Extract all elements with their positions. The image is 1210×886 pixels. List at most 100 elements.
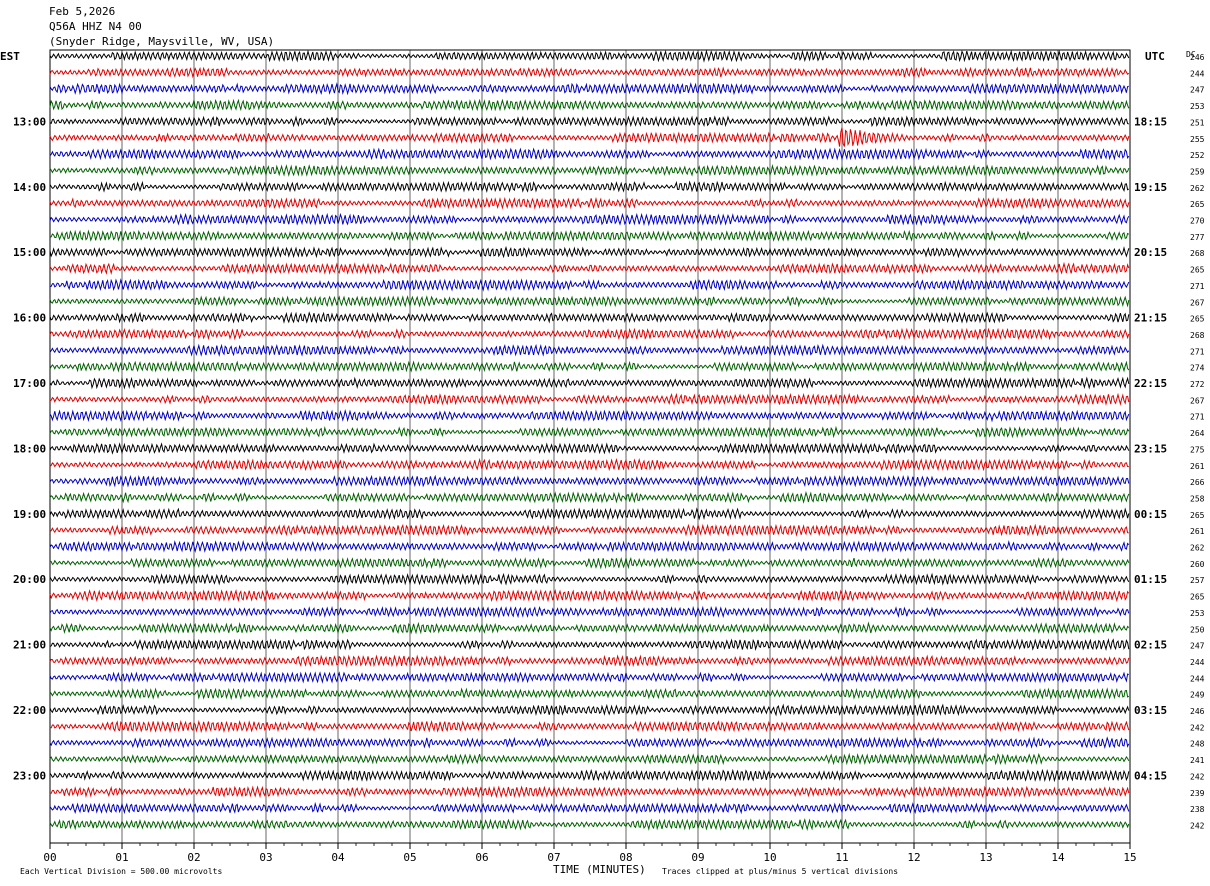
x-tick-label-03: 03 bbox=[259, 851, 272, 864]
dc-offset-label: 271 bbox=[1190, 413, 1205, 422]
dc-offset-label: 244 bbox=[1190, 658, 1205, 667]
x-axis-title: TIME (MINUTES) bbox=[553, 863, 646, 876]
dc-offset-label: 264 bbox=[1190, 429, 1205, 438]
right-timezone-label: UTC bbox=[1145, 50, 1165, 63]
right-hour-label: 01:15 bbox=[1134, 573, 1167, 586]
seismic-trace-44 bbox=[49, 752, 1130, 766]
x-tick-label-13: 13 bbox=[979, 851, 992, 864]
dc-offset-label: 267 bbox=[1190, 298, 1205, 307]
right-hour-label: 03:15 bbox=[1134, 704, 1167, 717]
seismic-trace-12 bbox=[49, 229, 1130, 242]
dc-offset-label: 271 bbox=[1190, 282, 1205, 291]
seismic-trace-17 bbox=[49, 311, 1130, 324]
seismic-trace-15 bbox=[49, 278, 1130, 292]
dc-offset-label: 261 bbox=[1190, 527, 1205, 536]
right-hour-label: 23:15 bbox=[1134, 442, 1167, 455]
dc-offset-label: 265 bbox=[1190, 511, 1205, 520]
seismic-trace-47 bbox=[49, 801, 1130, 815]
dc-offset-label: 271 bbox=[1190, 347, 1205, 356]
dc-offset-label: 251 bbox=[1190, 118, 1205, 127]
x-tick-label-09: 09 bbox=[691, 851, 704, 864]
seismic-trace-1 bbox=[49, 49, 1130, 63]
dc-offset-label: 247 bbox=[1190, 86, 1205, 95]
dc-offset-label: 275 bbox=[1190, 445, 1205, 454]
x-tick-label-05: 05 bbox=[403, 851, 416, 864]
dc-offset-label: 242 bbox=[1190, 772, 1205, 781]
seismic-trace-6 bbox=[49, 127, 1130, 147]
scale-note: Each Vertical Division = 500.00 microvol… bbox=[20, 867, 223, 876]
seismic-trace-48 bbox=[49, 818, 1130, 831]
left-hour-label: 22:00 bbox=[13, 704, 46, 717]
seismic-trace-5 bbox=[49, 115, 1130, 128]
left-hour-label: 23:00 bbox=[13, 769, 46, 782]
header-station: Q56A HHZ N4 00 bbox=[49, 20, 142, 33]
x-tick-label-10: 10 bbox=[763, 851, 776, 864]
seismic-trace-18 bbox=[49, 327, 1130, 341]
dc-offset-label: 249 bbox=[1190, 691, 1205, 700]
seismic-trace-29 bbox=[49, 507, 1130, 521]
x-tick-label-04: 04 bbox=[331, 851, 345, 864]
dc-offset-label: 260 bbox=[1190, 560, 1205, 569]
seismic-trace-20 bbox=[49, 360, 1130, 373]
dc-offset-label: 267 bbox=[1190, 396, 1205, 405]
dc-offset-label: 244 bbox=[1190, 69, 1205, 78]
seismic-trace-46 bbox=[49, 785, 1130, 799]
dc-label: DC bbox=[1186, 50, 1196, 59]
seismic-trace-16 bbox=[49, 295, 1130, 308]
dc-offset-label: 246 bbox=[1190, 53, 1205, 62]
seismic-trace-9 bbox=[49, 180, 1130, 194]
seismic-trace-34 bbox=[49, 588, 1130, 603]
dc-offset-label: 265 bbox=[1190, 593, 1205, 602]
x-tick-label-12: 12 bbox=[907, 851, 920, 864]
seismic-trace-36 bbox=[49, 621, 1130, 635]
dc-offset-label: 261 bbox=[1190, 462, 1205, 471]
left-hour-label: 13:00 bbox=[13, 115, 46, 128]
seismic-trace-13 bbox=[49, 245, 1130, 259]
left-hour-label: 17:00 bbox=[13, 377, 46, 390]
dc-offset-label: 270 bbox=[1190, 217, 1205, 226]
right-hour-label: 21:15 bbox=[1134, 312, 1167, 325]
dc-offset-label: 277 bbox=[1190, 233, 1205, 242]
seismic-trace-25 bbox=[49, 442, 1130, 455]
seismic-trace-41 bbox=[49, 703, 1130, 717]
dc-offset-label: 262 bbox=[1190, 544, 1205, 553]
left-timezone-label: EST bbox=[0, 50, 20, 63]
seismic-trace-19 bbox=[49, 343, 1130, 357]
dc-offset-label: 268 bbox=[1190, 249, 1205, 258]
seismic-trace-11 bbox=[49, 212, 1130, 227]
seismic-trace-38 bbox=[49, 654, 1130, 668]
header-date: Feb 5,2026 bbox=[49, 5, 116, 18]
x-tick-label-15: 15 bbox=[1123, 851, 1136, 864]
left-hour-label: 18:00 bbox=[13, 442, 46, 455]
x-tick-label-00: 00 bbox=[43, 851, 56, 864]
seismic-trace-22 bbox=[49, 392, 1130, 406]
x-tick-label-01: 01 bbox=[115, 851, 128, 864]
seismic-trace-2 bbox=[49, 66, 1130, 79]
right-hour-label: 02:15 bbox=[1134, 639, 1167, 652]
right-hour-label: 18:15 bbox=[1134, 115, 1167, 128]
seismic-trace-3 bbox=[49, 82, 1129, 96]
seismic-trace-33 bbox=[49, 572, 1130, 586]
dc-offset-label: 253 bbox=[1190, 102, 1205, 111]
dc-offset-label: 246 bbox=[1190, 707, 1205, 716]
dc-offset-label: 255 bbox=[1190, 135, 1205, 144]
seismic-trace-14 bbox=[49, 261, 1130, 275]
seismic-trace-35 bbox=[49, 605, 1130, 619]
dc-offset-label: 247 bbox=[1190, 642, 1205, 651]
left-hour-label: 15:00 bbox=[13, 246, 46, 259]
left-hour-label: 14:00 bbox=[13, 181, 46, 194]
dc-offset-label: 258 bbox=[1190, 494, 1205, 503]
seismic-trace-26 bbox=[49, 457, 1129, 472]
dc-offset-label: 242 bbox=[1190, 723, 1205, 732]
left-hour-label: 21:00 bbox=[13, 639, 46, 652]
seismic-trace-37 bbox=[49, 638, 1130, 652]
dc-offset-label: 252 bbox=[1190, 151, 1205, 160]
dc-offset-label: 242 bbox=[1190, 821, 1205, 830]
right-hour-label: 00:15 bbox=[1134, 508, 1167, 521]
header-location: (Snyder Ridge, Maysville, WV, USA) bbox=[49, 35, 275, 48]
dc-offset-label: 253 bbox=[1190, 609, 1205, 618]
seismic-trace-10 bbox=[49, 196, 1130, 210]
seismic-trace-32 bbox=[49, 556, 1130, 570]
dc-offset-label: 274 bbox=[1190, 364, 1205, 373]
